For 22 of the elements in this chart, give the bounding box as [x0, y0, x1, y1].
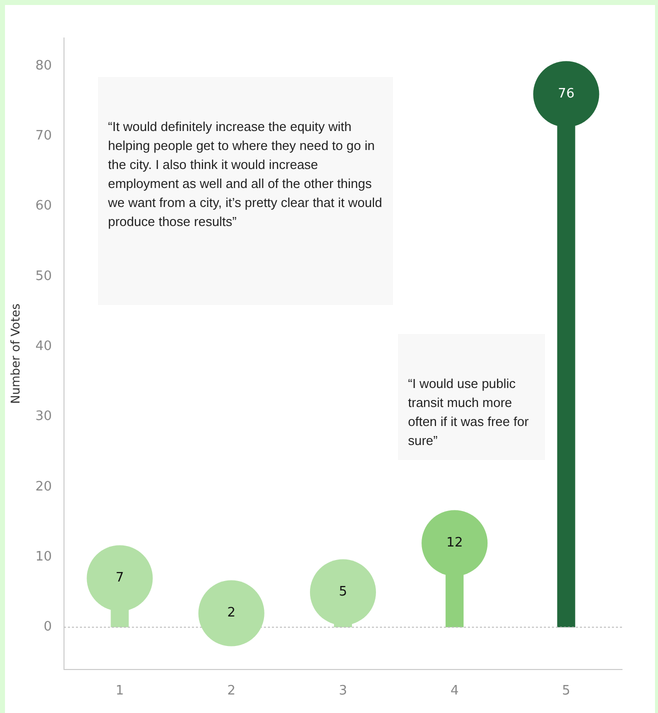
x-tick-label: 3 [338, 684, 348, 699]
quote-card: “I would use public transit much more often if it was free for sure” [398, 334, 545, 460]
y-tick-label: 70 [35, 128, 52, 144]
data-label: 5 [338, 584, 348, 600]
x-tick-label: 5 [562, 684, 570, 699]
y-tick-label: 40 [35, 339, 52, 354]
data-label: 7 [116, 570, 124, 586]
data-label: 2 [227, 606, 236, 621]
y-tick-label: 10 [35, 550, 52, 565]
y-tick-label: 20 [35, 479, 52, 494]
data-label: 76 [558, 86, 574, 102]
y-axis-title: Number of Votes [8, 304, 22, 404]
y-tick-label: 30 [35, 409, 52, 424]
y-tick-label: 80 [35, 58, 52, 74]
x-tick-label: 1 [116, 684, 124, 699]
quote-card: “It would definitely increase the equity with helping people get to where they need to go in the city. I also think it would increase employment as well and all of the other things we want from a city, it’s pretty clear that it would produce those results” [98, 77, 393, 305]
data-label: 12 [446, 535, 463, 550]
y-tick-label: 50 [35, 268, 52, 284]
x-tick-label: 2 [227, 684, 236, 699]
x-tick-label: 4 [450, 684, 459, 699]
y-tick-label: 0 [44, 620, 52, 635]
y-tick-label: 60 [35, 198, 52, 214]
